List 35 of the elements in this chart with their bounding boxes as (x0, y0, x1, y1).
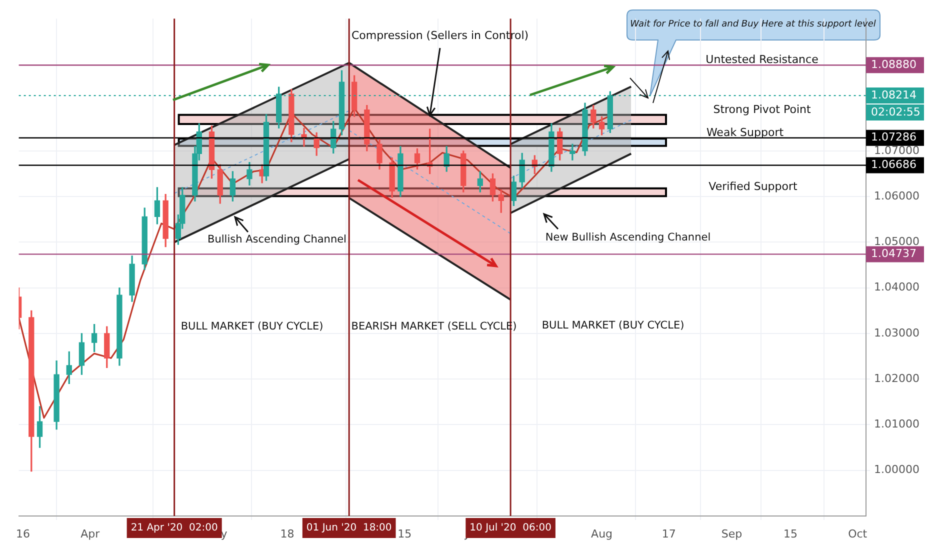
text: 02:02:55 (871, 105, 920, 118)
y-tick-label: 1.05000 (874, 235, 920, 248)
y-tick-label: 1.00000 (874, 463, 920, 476)
annotation: Strong Pivot Point (713, 102, 812, 116)
annotation: New Bullish Ascending Channel (545, 232, 711, 244)
ref-line-label: 10 Jul '20 06:00 (470, 522, 552, 534)
x-tick-label: 18 (280, 527, 294, 540)
y-tick-label: 1.04000 (874, 280, 920, 294)
x-tick-label: Sep (721, 527, 742, 540)
x-tick-label: 15 (398, 527, 412, 540)
x-tick-label: Aug (591, 527, 613, 540)
x-tick-label: Oct (848, 527, 868, 540)
x-tick-label: 17 (662, 527, 676, 540)
ref-line-label: 1.08880 (871, 58, 916, 72)
y-tick-label: 1.07000 (874, 144, 920, 157)
annotation: Weak Support (706, 126, 784, 139)
x-tick-label: 15 (784, 527, 798, 540)
ref-line-label: 01 Jun '20 18:00 (306, 522, 392, 534)
x-tick-label: 16 (16, 527, 30, 540)
annotation: Wait for Price to fall and Buy Here at this support level (630, 19, 876, 30)
ref-line-label: 1.08214 (871, 88, 916, 102)
ref-line-label: 1.07286 (871, 130, 916, 144)
y-tick-label: 1.03000 (874, 326, 920, 340)
y-tick-label: 1.06000 (874, 189, 920, 202)
annotation: Verified Support (708, 180, 798, 193)
y-tick-label: 1.02000 (874, 372, 920, 385)
ref-line-label: 1.04737 (871, 247, 916, 260)
ref-line-label: 1.06686 (871, 158, 916, 172)
annotation: Untested Resistance (706, 52, 819, 66)
annotation: Bullish Ascending Channel (208, 234, 346, 246)
x-tick-label: Apr (80, 527, 100, 540)
y-tick-label: 1.01000 (874, 418, 920, 431)
ref-line-label: 21 Apr '20 02:00 (130, 522, 218, 534)
annotation: BULL MARKET (BUY CYCLE) (180, 320, 324, 333)
annotation: BULL MARKET (BUY CYCLE) (542, 320, 684, 332)
